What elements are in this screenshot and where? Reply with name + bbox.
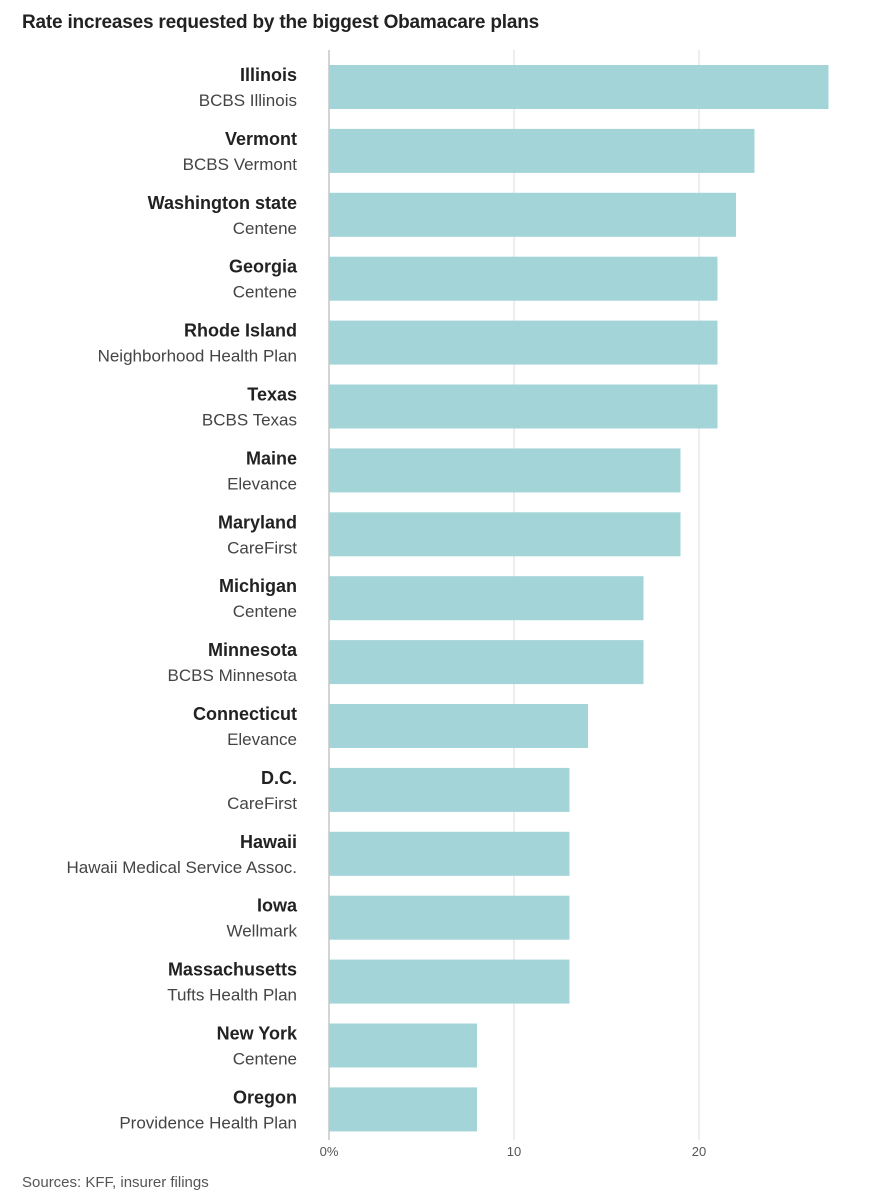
state-label: New York [217,1024,298,1044]
plan-label: BCBS Texas [202,411,297,430]
state-label: Maryland [218,512,297,532]
x-axis-ticks: 0% 10 20 [320,1144,707,1159]
bar [329,512,681,557]
plan-label: Tufts Health Plan [167,986,297,1005]
state-label: Rhode Island [184,321,297,341]
plan-label: CareFirst [227,538,297,557]
plan-label: BCBS Vermont [183,155,298,174]
plan-label: Elevance [227,474,297,493]
state-label: Vermont [225,129,297,149]
plan-label: Providence Health Plan [119,1113,297,1132]
chart-source: Sources: KFF, insurer filings [22,1174,209,1191]
bar [329,192,736,237]
bar [329,895,570,940]
bar [329,1087,477,1132]
plan-label: Centene [233,219,297,238]
x-tick-label: 20 [692,1144,706,1159]
bars [329,65,829,1132]
state-label: Texas [247,385,297,405]
category-labels: Illinois BCBS Illinois Vermont BCBS Vermont… [66,65,298,1132]
x-tick-label: 10 [507,1144,521,1159]
plan-label: Hawaii Medical Service Assoc. [66,858,297,877]
x-tick-label: 0% [320,1144,339,1159]
state-label: Georgia [229,257,298,277]
plan-label: Centene [233,1050,297,1069]
chart-title: Rate increases requested by the biggest … [22,12,539,33]
bar [329,384,718,429]
bar [329,65,829,109]
state-label: Illinois [240,65,297,85]
bar [329,128,755,173]
plan-label: Centene [233,283,297,302]
state-label: Massachusetts [168,960,297,980]
bar [329,704,588,748]
state-label: Iowa [257,896,298,916]
state-label: Washington state [148,193,297,213]
state-label: Hawaii [240,832,297,852]
bar [329,1023,477,1068]
plan-label: Centene [233,602,297,621]
state-label: D.C. [261,768,297,788]
state-label: Minnesota [208,640,298,660]
state-label: Maine [246,448,297,468]
bar [329,831,570,876]
bar [329,576,644,621]
plan-label: Wellmark [226,922,297,941]
bar [329,640,644,685]
bar [329,959,570,1004]
plan-label: BCBS Illinois [199,91,297,110]
plan-label: CareFirst [227,794,297,813]
bar [329,256,718,301]
state-label: Oregon [233,1087,297,1107]
bar [329,448,681,493]
state-label: Connecticut [193,704,297,724]
bar [329,767,570,812]
plan-label: Elevance [227,730,297,749]
plan-label: BCBS Minnesota [168,666,298,685]
plan-label: Neighborhood Health Plan [98,347,297,366]
state-label: Michigan [219,576,297,596]
bar [329,320,718,365]
